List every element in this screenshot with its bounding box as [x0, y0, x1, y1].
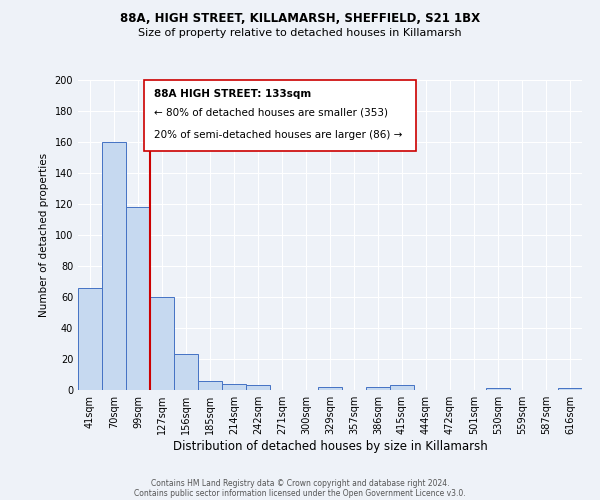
Bar	[126, 207, 150, 390]
Bar	[222, 384, 246, 390]
Text: ← 80% of detached houses are smaller (353): ← 80% of detached houses are smaller (35…	[154, 108, 388, 118]
Text: Contains HM Land Registry data © Crown copyright and database right 2024.: Contains HM Land Registry data © Crown c…	[151, 478, 449, 488]
Y-axis label: Number of detached properties: Number of detached properties	[39, 153, 49, 317]
Text: Size of property relative to detached houses in Killamarsh: Size of property relative to detached ho…	[138, 28, 462, 38]
Bar	[318, 387, 342, 390]
Bar	[390, 386, 414, 390]
Bar	[78, 288, 102, 390]
Text: 88A HIGH STREET: 133sqm: 88A HIGH STREET: 133sqm	[154, 90, 311, 100]
Bar	[150, 297, 174, 390]
Bar	[246, 386, 270, 390]
Bar	[198, 380, 222, 390]
Bar	[174, 354, 198, 390]
FancyBboxPatch shape	[143, 80, 416, 152]
Text: 20% of semi-detached houses are larger (86) →: 20% of semi-detached houses are larger (…	[154, 130, 402, 140]
Bar	[102, 142, 126, 390]
Bar	[486, 388, 510, 390]
Text: 88A, HIGH STREET, KILLAMARSH, SHEFFIELD, S21 1BX: 88A, HIGH STREET, KILLAMARSH, SHEFFIELD,…	[120, 12, 480, 26]
Bar	[558, 388, 582, 390]
Bar	[366, 387, 390, 390]
X-axis label: Distribution of detached houses by size in Killamarsh: Distribution of detached houses by size …	[173, 440, 487, 453]
Text: Contains public sector information licensed under the Open Government Licence v3: Contains public sector information licen…	[134, 488, 466, 498]
